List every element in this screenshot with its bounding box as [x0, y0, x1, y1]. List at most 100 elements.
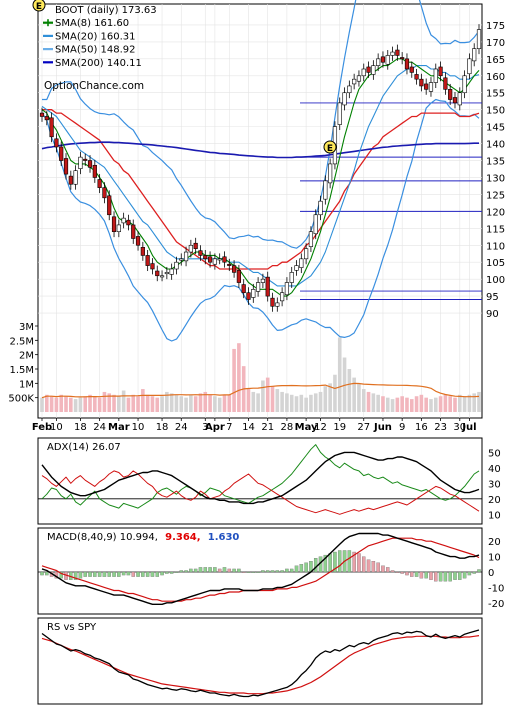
volume-bar [165, 391, 169, 412]
macd-histogram-bar [78, 571, 83, 579]
date-tick-label: Jun [373, 422, 392, 433]
candle-body [140, 246, 145, 256]
candle-body [251, 289, 256, 298]
minus-di-line [41, 470, 480, 515]
earnings-marker-may: E [323, 140, 337, 154]
macd-histogram-bar [400, 571, 404, 574]
price-tick-label: 120 [486, 207, 505, 218]
date-tick-label: Jul [461, 422, 476, 433]
volume-bar [121, 390, 126, 412]
macd-histogram-bar [395, 571, 400, 573]
price-tick-label: 175 [486, 21, 505, 32]
price-tick-label: 135 [486, 157, 505, 168]
macd-histogram-bar [160, 571, 164, 576]
price-tick-label: 95 [486, 292, 499, 303]
date-tick-label: 10 [132, 422, 145, 433]
volume-bar [313, 393, 318, 412]
macd-histogram-bar [126, 571, 131, 576]
volume-bar [88, 394, 92, 412]
volume-bar [443, 394, 448, 412]
candle-body [107, 195, 112, 216]
candle-body [111, 216, 117, 233]
candle-body [260, 278, 266, 283]
volume-bar [40, 397, 44, 412]
volume-bar [337, 337, 342, 412]
candle-body [270, 297, 275, 307]
macd-histogram-bar [458, 571, 462, 580]
macd-histogram-bar [424, 571, 428, 579]
plus-di-line [41, 444, 480, 509]
candle-body [438, 66, 443, 77]
candle-body [395, 49, 400, 56]
macd-histogram-bar [117, 571, 121, 577]
macd-histogram-bar [121, 571, 126, 576]
price-tick-label: 105 [486, 258, 505, 269]
price-tick-label: 100 [486, 275, 505, 286]
macd-histogram-bar [217, 568, 222, 573]
date-tick-label: 3 [202, 422, 208, 433]
macd-histogram-bar [323, 554, 328, 573]
volume-bar [309, 394, 313, 412]
macd-histogram-bar [246, 571, 251, 573]
date-tick-label: May [295, 422, 318, 433]
candle-body [39, 112, 45, 117]
volume-tick-label: 500K [8, 394, 34, 405]
candle-body [328, 163, 333, 184]
macd-histogram-bar [184, 570, 188, 573]
macd-histogram-bar [83, 571, 87, 577]
price-legend: BOOT (daily) 173.63 SMA(8) 161.60 SMA(20) … [43, 5, 157, 69]
candle-body [159, 275, 165, 278]
date-tick-label: 30 [453, 422, 466, 433]
volume-tick-label: 3M [19, 322, 34, 333]
volume-bar [395, 397, 400, 412]
price-tick-label: 170 [486, 38, 505, 49]
macd-histogram-bar [179, 570, 184, 573]
volume-bar [69, 397, 73, 412]
upper-band-line [42, 0, 480, 249]
macd-histogram-bar [88, 571, 92, 577]
date-tick-label: 18 [156, 422, 169, 433]
volume-bar [107, 393, 112, 412]
macd-histogram-bar [289, 568, 294, 573]
volume-bar [275, 389, 280, 412]
candle-body [179, 258, 184, 261]
macd-histogram-bar [208, 567, 212, 573]
candle-body [87, 160, 93, 168]
candle-body [207, 256, 213, 263]
candle-body [448, 89, 453, 100]
volume-bar [323, 386, 328, 412]
volume-bar [102, 391, 107, 412]
macd-histogram-bar [203, 567, 208, 573]
candle-body [385, 55, 390, 65]
candle-body [424, 83, 429, 90]
support-resistance-levels [300, 102, 482, 300]
macd-histogram-bar [328, 553, 332, 573]
candle-body [193, 242, 198, 249]
candle-body [337, 102, 342, 125]
volume-bar [150, 396, 155, 412]
macd-histogram-bar [366, 559, 371, 573]
macd-tick-label: 10 [488, 553, 501, 564]
volume-bar [285, 393, 289, 412]
macd-histogram-bar [371, 561, 376, 573]
date-tick-label: 9 [399, 422, 405, 433]
candle-body [227, 263, 232, 266]
macd-label: MACD(8,40,9) 10.994, [47, 532, 158, 543]
macd-histogram-bar [453, 571, 457, 580]
macd-histogram-bar [189, 568, 193, 573]
candle-body [294, 265, 299, 271]
volume-bar [448, 396, 452, 412]
adx-panel-frame [37, 437, 483, 525]
date-tick-label: 12 [314, 422, 327, 433]
candle-body [409, 66, 414, 73]
candle-body [304, 248, 309, 260]
candle-body [404, 58, 410, 70]
volume-bar [93, 396, 97, 412]
candle-body [356, 75, 362, 82]
volume-bar [45, 394, 49, 412]
lower-band-line [41, 98, 480, 342]
candle-body [347, 85, 352, 94]
volume-bars [40, 337, 481, 412]
volume-bar [222, 394, 227, 412]
